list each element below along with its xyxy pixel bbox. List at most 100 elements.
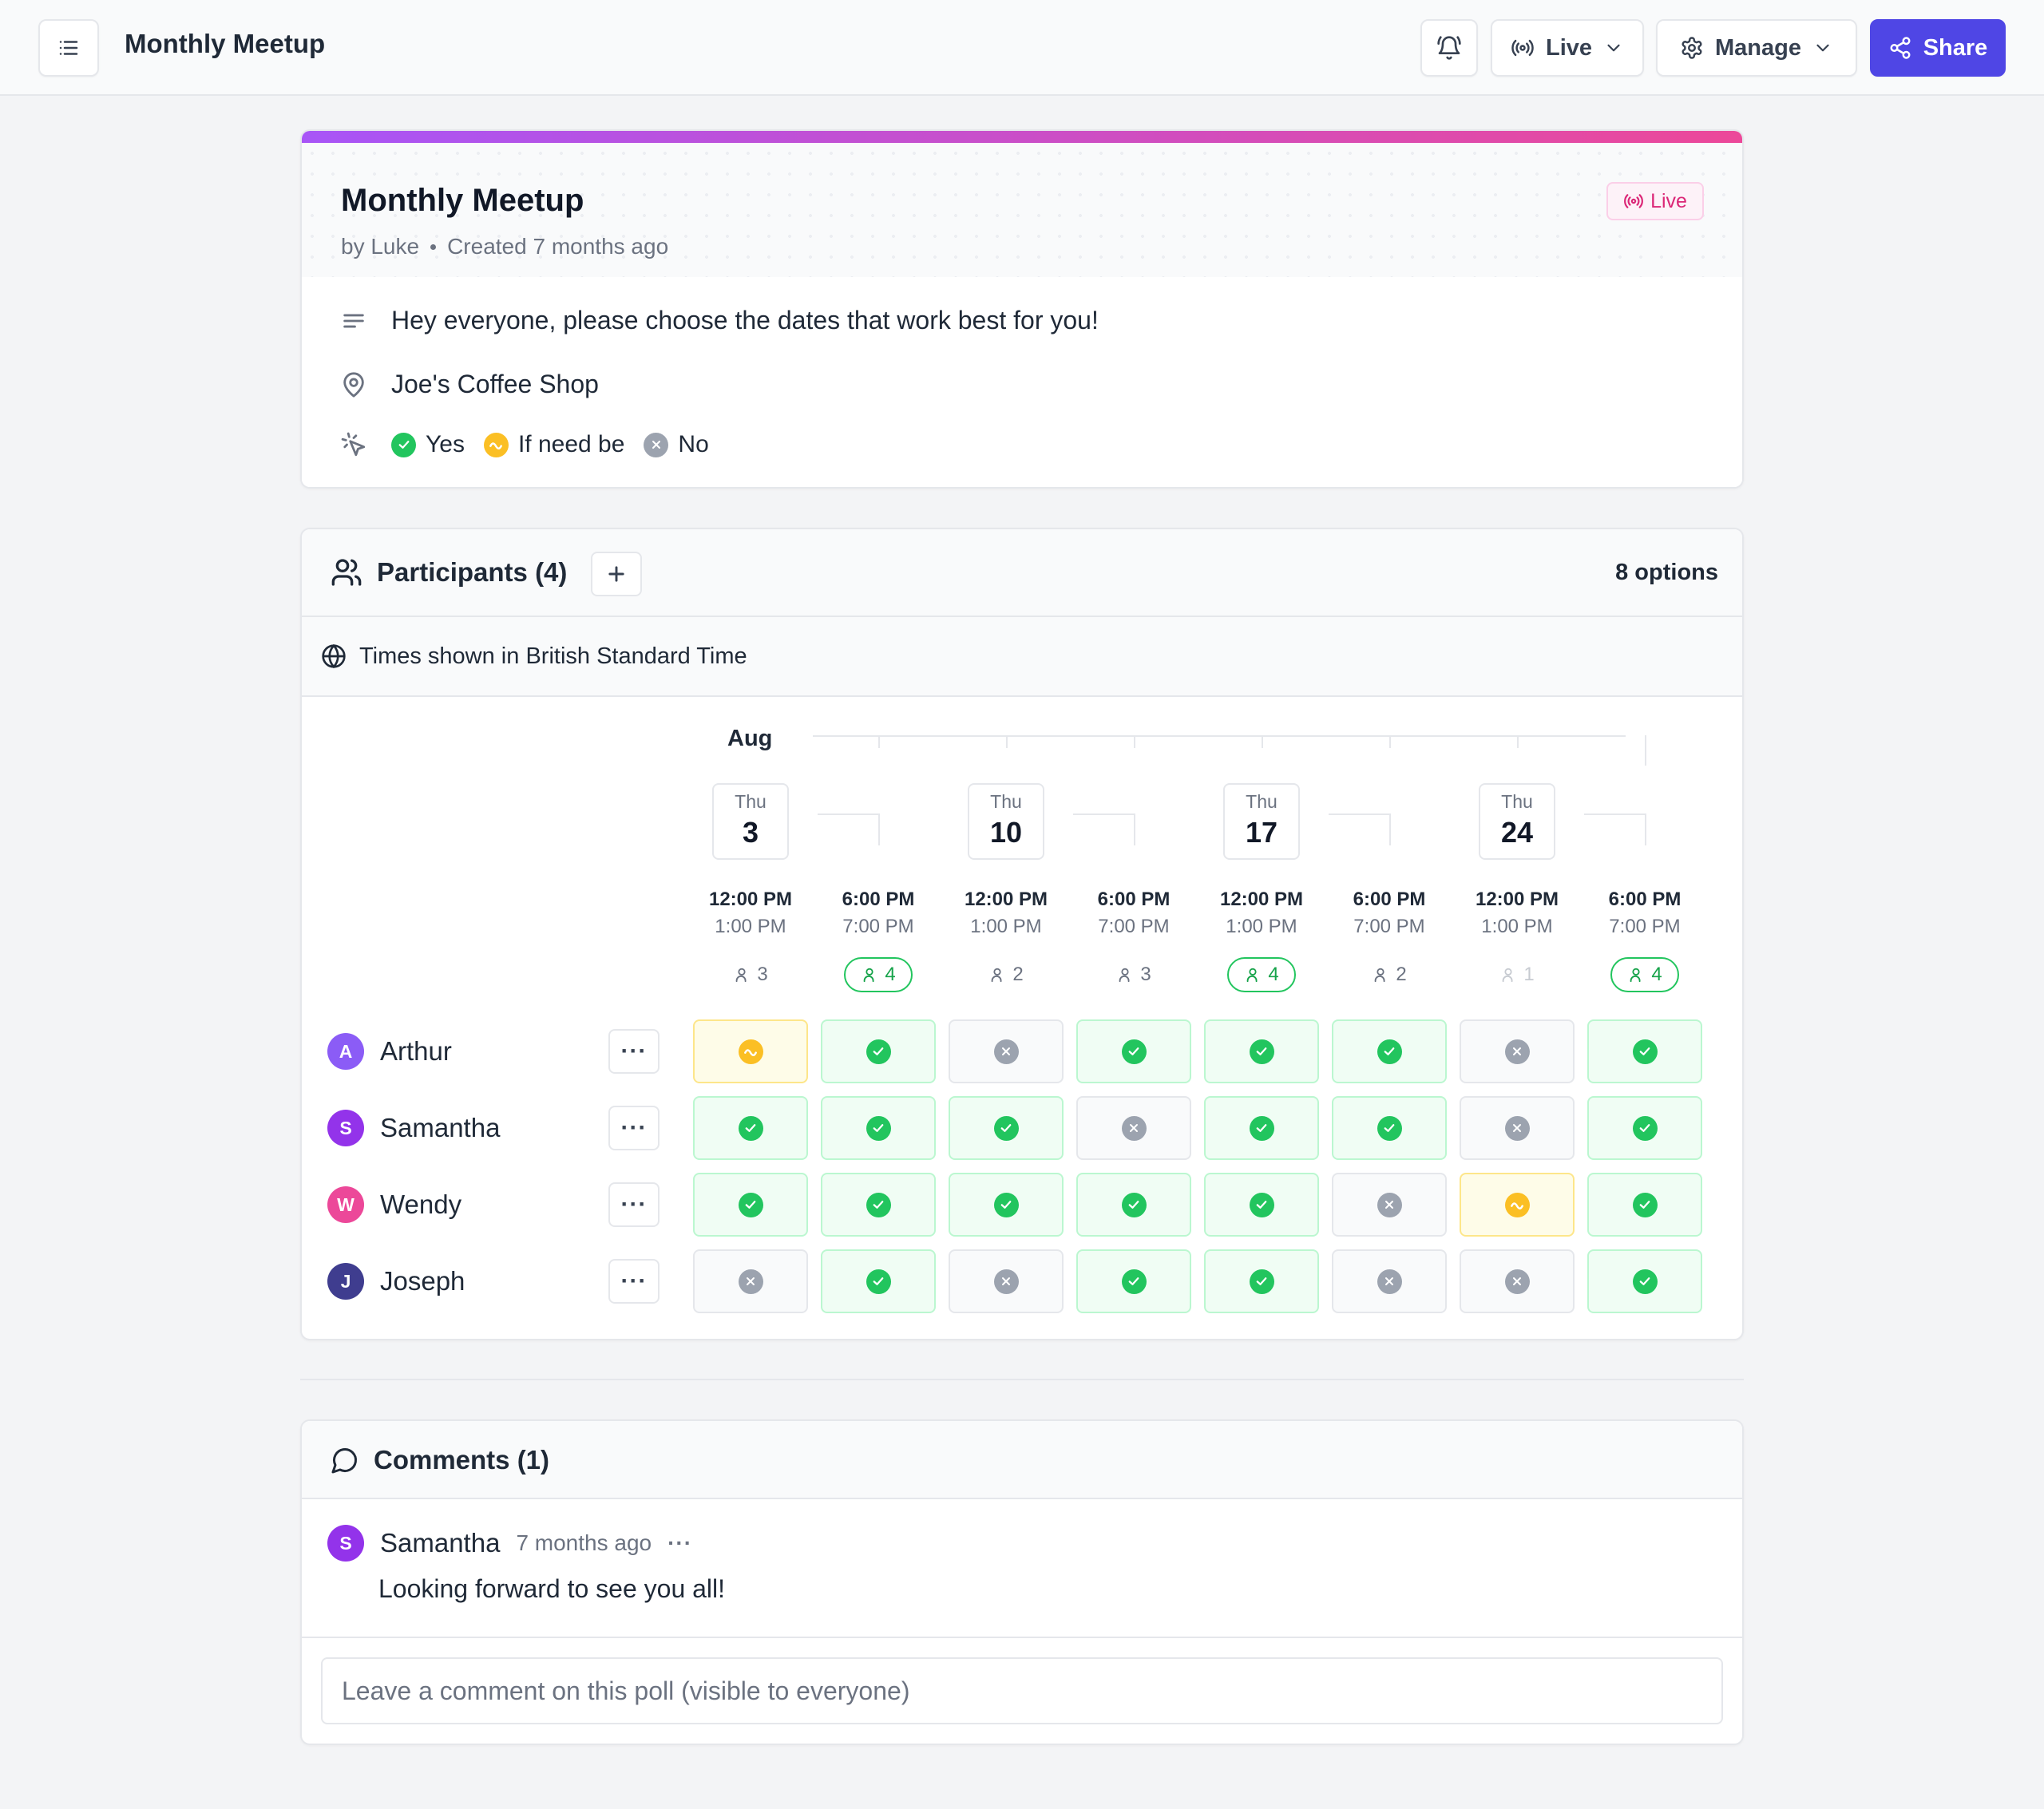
- user-icon: [1244, 966, 1262, 984]
- no-icon: [1504, 1115, 1530, 1141]
- vote-cell[interactable]: [1076, 1173, 1191, 1237]
- option-end-time: 7:00 PM: [842, 916, 914, 937]
- vote-cell[interactable]: [1076, 1096, 1191, 1160]
- no-icon: [738, 1269, 763, 1294]
- vote-cell[interactable]: [821, 1096, 936, 1160]
- option-time: 6:00 PM 7:00 PM: [1078, 889, 1190, 938]
- date-connector: [1645, 813, 1646, 845]
- option-end-time: 1:00 PM: [715, 916, 786, 937]
- vote-cell[interactable]: [693, 1019, 808, 1083]
- vote-cell[interactable]: [1587, 1173, 1702, 1237]
- option-start-time: 6:00 PM: [1353, 889, 1426, 910]
- poll-created: Created 7 months ago: [447, 234, 669, 259]
- option-time: 12:00 PM 1:00 PM: [1206, 889, 1317, 938]
- notifications-button[interactable]: [1420, 19, 1478, 77]
- vote-cell[interactable]: [949, 1249, 1064, 1313]
- if-need-be-icon: [483, 432, 509, 457]
- vote-cell[interactable]: [693, 1096, 808, 1160]
- option-end-time: 7:00 PM: [1098, 916, 1170, 937]
- if-need-be-icon: [1504, 1192, 1530, 1217]
- vote-cell[interactable]: [1076, 1019, 1191, 1083]
- participant-more-button[interactable]: ···: [608, 1106, 660, 1150]
- yes-icon: [866, 1115, 891, 1141]
- yes-icon: [1632, 1039, 1658, 1064]
- vote-cell[interactable]: [821, 1173, 936, 1237]
- vote-cell[interactable]: [1204, 1249, 1319, 1313]
- yes-icon: [866, 1192, 891, 1217]
- no-icon: [1504, 1269, 1530, 1294]
- participant-more-button[interactable]: ···: [608, 1182, 660, 1227]
- avatar: A: [327, 1033, 364, 1070]
- vote-cell[interactable]: [1204, 1173, 1319, 1237]
- participant-name-row: J Joseph: [327, 1263, 465, 1300]
- vote-cell[interactable]: [1460, 1173, 1575, 1237]
- vote-cell[interactable]: [693, 1249, 808, 1313]
- timezone-bar[interactable]: Times shown in British Standard Time: [302, 617, 1742, 697]
- participant-more-button[interactable]: ···: [608, 1029, 660, 1074]
- comments-title: Comments (1): [331, 1445, 549, 1475]
- vote-cell[interactable]: [1460, 1249, 1575, 1313]
- option-end-time: 7:00 PM: [1609, 916, 1681, 937]
- date-connector: [878, 813, 880, 845]
- vote-cell[interactable]: [1332, 1173, 1447, 1237]
- vote-cell[interactable]: [1204, 1096, 1319, 1160]
- vote-cell[interactable]: [1460, 1096, 1575, 1160]
- date-dow: Thu: [1501, 791, 1533, 812]
- date-box: Thu 3: [712, 783, 789, 860]
- status-dropdown[interactable]: Live: [1491, 19, 1644, 77]
- participant-count-value: 4: [885, 964, 896, 985]
- vote-cell[interactable]: [693, 1173, 808, 1237]
- user-icon: [1116, 966, 1134, 984]
- no-icon: [1121, 1115, 1147, 1141]
- vote-cell[interactable]: [821, 1019, 936, 1083]
- legend-if-need-be: If need be: [483, 431, 624, 458]
- no-icon: [1377, 1269, 1402, 1294]
- status-badge-label: Live: [1650, 189, 1687, 212]
- participant-name: Wendy: [380, 1190, 462, 1219]
- broadcast-icon: [1623, 191, 1644, 212]
- no-icon: [644, 432, 669, 457]
- timeline-tick: [1389, 735, 1391, 748]
- plus-icon: [605, 563, 628, 585]
- participant-count: 1: [1485, 957, 1549, 992]
- date-dow: Thu: [990, 791, 1022, 812]
- vote-cell[interactable]: [1204, 1019, 1319, 1083]
- share-label: Share: [1923, 34, 1988, 61]
- participant-count-value: 2: [1012, 964, 1024, 985]
- timeline-tick: [1262, 735, 1263, 748]
- topbar-title: Monthly Meetup: [125, 29, 326, 58]
- participant-count-value: 4: [1268, 964, 1279, 985]
- vote-cell[interactable]: [949, 1096, 1064, 1160]
- user-icon: [1627, 966, 1645, 984]
- vote-cell[interactable]: [1076, 1249, 1191, 1313]
- menu-button[interactable]: [38, 19, 99, 77]
- vote-cell[interactable]: [949, 1173, 1064, 1237]
- date-day: 17: [1245, 816, 1278, 849]
- timeline-tick: [878, 735, 880, 748]
- vote-cell[interactable]: [949, 1019, 1064, 1083]
- participant-more-button[interactable]: ···: [608, 1259, 660, 1304]
- share-button[interactable]: Share: [1870, 19, 2006, 77]
- add-participant-button[interactable]: [591, 552, 642, 596]
- yes-icon: [1249, 1039, 1274, 1064]
- no-icon: [1504, 1039, 1530, 1064]
- broadcast-icon: [1511, 36, 1535, 60]
- vote-cell[interactable]: [1587, 1096, 1702, 1160]
- manage-dropdown[interactable]: Manage: [1656, 19, 1857, 77]
- comment-more-button[interactable]: ···: [667, 1530, 693, 1555]
- vote-cell[interactable]: [1332, 1096, 1447, 1160]
- vote-cell[interactable]: [821, 1249, 936, 1313]
- no-icon: [993, 1039, 1019, 1064]
- legend-yes-label: Yes: [426, 431, 465, 457]
- vote-cell[interactable]: [1332, 1019, 1447, 1083]
- participant-name-row: A Arthur: [327, 1033, 452, 1070]
- option-time: 6:00 PM 7:00 PM: [1333, 889, 1445, 938]
- vote-cell[interactable]: [1587, 1249, 1702, 1313]
- message-circle-icon: [331, 1446, 359, 1475]
- vote-cell[interactable]: [1460, 1019, 1575, 1083]
- comment-input[interactable]: [321, 1657, 1723, 1724]
- vote-cell[interactable]: [1587, 1019, 1702, 1083]
- participants-title-label: Participants (4): [377, 557, 568, 587]
- user-icon: [861, 966, 878, 984]
- vote-cell[interactable]: [1332, 1249, 1447, 1313]
